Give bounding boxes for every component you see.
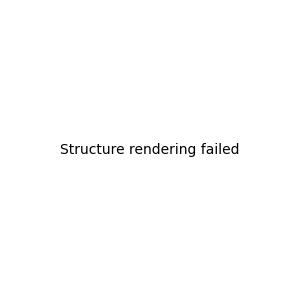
Text: Structure rendering failed: Structure rendering failed — [60, 143, 240, 157]
